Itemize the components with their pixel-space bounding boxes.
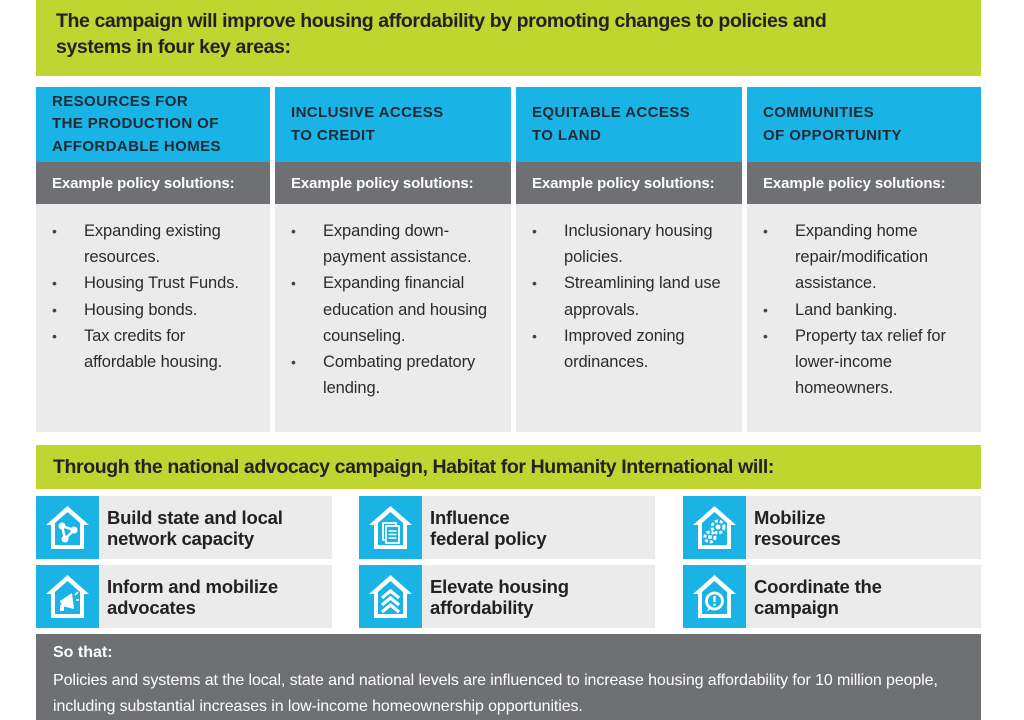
- column-heading-opportunity: COMMUNITIES OF OPPORTUNITY: [747, 87, 981, 162]
- column-heading-text: RESOURCES FOR THE PRODUCTION OF AFFORDABLE…: [52, 92, 221, 155]
- megaphone-house-icon: [36, 565, 99, 628]
- column-heading-text: EQUITABLE ACCESS TO LAND: [532, 104, 691, 144]
- list-item: Housing Trust Funds.: [52, 270, 260, 296]
- list-item: Expanding financial education and housin…: [291, 270, 501, 349]
- column-body-production: Expanding existing resources. Housing Tr…: [36, 204, 270, 432]
- action-card-elevate-affordability: Elevate housing affordability: [359, 565, 655, 628]
- column-heading-text: COMMUNITIES OF OPPORTUNITY: [763, 104, 902, 144]
- top-banner-title-line-1: The campaign will improve housing afford…: [56, 10, 827, 32]
- list-item: Land banking.: [763, 297, 971, 323]
- list-item: Expanding down-payment assistance.: [291, 218, 501, 270]
- policy-list: Expanding home repair/modification assis…: [763, 218, 971, 401]
- chevrons-up-house-icon: [359, 565, 422, 628]
- action-label: Inform and mobilize advocates: [107, 575, 278, 618]
- gears-house-icon: [683, 496, 746, 559]
- column-subheading: Example policy solutions:: [747, 162, 981, 204]
- network-house-icon: [36, 496, 99, 559]
- list-item: Expanding home repair/modification assis…: [763, 218, 971, 297]
- list-item: Improved zoning ordinances.: [532, 323, 732, 375]
- action-card-mobilize-resources: Mobilize resources: [683, 496, 981, 559]
- column-body-credit: Expanding down-payment assistance. Expan…: [275, 204, 511, 432]
- footer-label: So that:: [53, 644, 113, 661]
- list-item: Property tax relief for lower-income hom…: [763, 323, 971, 402]
- list-item: Housing bonds.: [52, 297, 260, 323]
- list-item: Streamlining land use approvals.: [532, 270, 732, 322]
- outcome-footer: So that: Policies and systems at the loc…: [36, 634, 981, 720]
- list-item: Expanding existing resources.: [52, 218, 260, 270]
- policy-list: Expanding down-payment assistance. Expan…: [291, 218, 501, 401]
- column-heading-credit: INCLUSIVE ACCESS TO CREDIT: [275, 87, 511, 162]
- column-heading-land: EQUITABLE ACCESS TO LAND: [516, 87, 742, 162]
- action-card-network: Build state and local network capacity: [36, 496, 332, 559]
- mid-banner-title: Through the national advocacy campaign, …: [53, 455, 775, 478]
- action-label: Elevate housing affordability: [430, 575, 569, 618]
- documents-house-icon: [359, 496, 422, 559]
- list-item: Combating predatory lending.: [291, 349, 501, 401]
- action-label: Mobilize resources: [754, 506, 841, 549]
- action-card-federal-policy: Influence federal policy: [359, 496, 655, 559]
- column-body-land: Inclusionary housing policies. Streamlin…: [516, 204, 742, 432]
- action-label: Influence federal policy: [430, 506, 547, 549]
- footer-text: Policies and systems at the local, state…: [53, 672, 938, 715]
- mid-banner: Through the national advocacy campaign, …: [36, 445, 981, 489]
- column-heading-text: INCLUSIVE ACCESS TO CREDIT: [291, 104, 444, 144]
- column-subheading: Example policy solutions:: [36, 162, 270, 204]
- column-subheading: Example policy solutions:: [275, 162, 511, 204]
- top-banner: [36, 0, 981, 76]
- policy-list: Inclusionary housing policies. Streamlin…: [532, 218, 732, 375]
- top-banner-title-line-2: systems in four key areas:: [56, 36, 291, 58]
- alert-house-icon: [683, 565, 746, 628]
- policy-list: Expanding existing resources. Housing Tr…: [52, 218, 260, 375]
- list-item: Tax credits for affordable housing.: [52, 323, 260, 375]
- list-item: Inclusionary housing policies.: [532, 218, 732, 270]
- action-card-advocates: Inform and mobilize advocates: [36, 565, 332, 628]
- column-heading-production: RESOURCES FOR THE PRODUCTION OF AFFORDABLE…: [36, 87, 270, 162]
- top-banner-title: The campaign will improve housing afford…: [56, 8, 956, 60]
- column-body-opportunity: Expanding home repair/modification assis…: [747, 204, 981, 432]
- action-label: Build state and local network capacity: [107, 506, 283, 549]
- column-subheading: Example policy solutions:: [516, 162, 742, 204]
- action-card-coordinate: Coordinate the campaign: [683, 565, 981, 628]
- action-label: Coordinate the campaign: [754, 575, 882, 618]
